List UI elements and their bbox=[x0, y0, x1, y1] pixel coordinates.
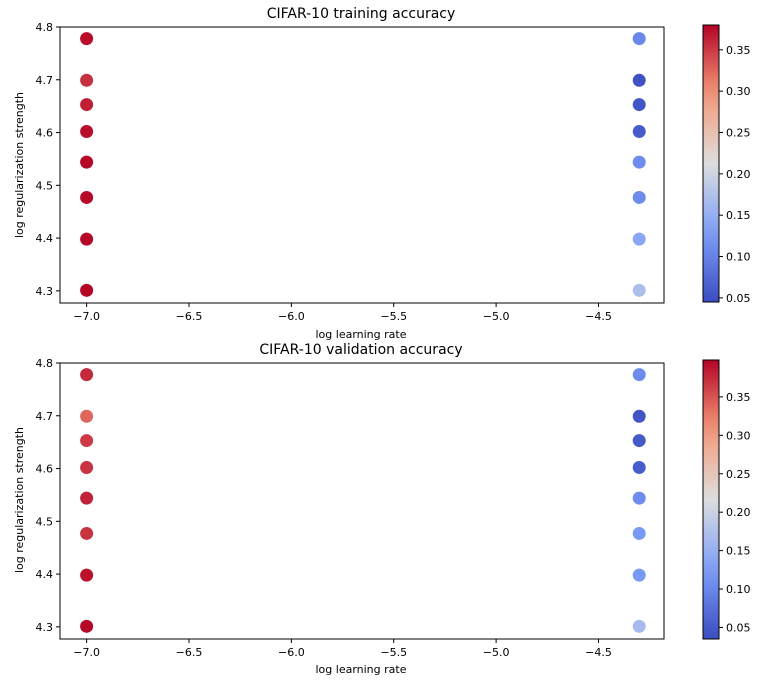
plot-frame bbox=[59, 26, 665, 304]
scatter-point bbox=[80, 409, 94, 423]
scatter-point bbox=[80, 32, 94, 46]
scatter-point bbox=[632, 368, 646, 382]
scatter-point bbox=[80, 283, 94, 297]
scatter-point bbox=[632, 568, 646, 582]
training-accuracy-panel: CIFAR-10 training accuracy −7.0 −6.5 −6.0−… bbox=[13, 6, 751, 341]
x-axis: −7.0 −6.5 −6.0 −5.5 −5.0 −4.5 bbox=[73, 303, 612, 323]
colorbar-gradient bbox=[703, 360, 719, 639]
scatter-point bbox=[80, 155, 94, 169]
y-axis-label: log regularization strength bbox=[13, 427, 26, 573]
colorbar-tick-label: 0.25 bbox=[726, 126, 751, 139]
colorbar-tick-label: 0.35 bbox=[726, 391, 751, 404]
scatter-point bbox=[80, 73, 94, 87]
y-tick-label: 4.7 bbox=[36, 74, 54, 87]
y-tick-label: 4.4 bbox=[36, 232, 54, 245]
colorbar-tick-label: 0.15 bbox=[726, 545, 751, 558]
y-axis-label: log regularization strength bbox=[13, 92, 26, 238]
scatter-points bbox=[80, 32, 646, 297]
colorbar-frame bbox=[702, 359, 720, 640]
x-tick-label: −6.0 bbox=[278, 646, 305, 659]
scatter-point bbox=[632, 124, 646, 138]
colorbar-frame bbox=[702, 24, 720, 303]
scatter-point bbox=[632, 434, 646, 448]
scatter-points bbox=[80, 368, 646, 633]
scatter-point bbox=[80, 124, 94, 138]
colorbar-tick-label: 0.15 bbox=[726, 209, 751, 222]
colorbar-tick-label: 0.05 bbox=[726, 621, 751, 634]
y-axis: 4.3 4.4 4.5 4.6 4.7 4.8 bbox=[36, 357, 60, 634]
colorbar: 0.05 0.10 0.15 0.20 0.25 0.30 0.35 bbox=[702, 24, 751, 305]
scatter-point bbox=[632, 232, 646, 246]
plot-frame bbox=[59, 362, 665, 640]
scatter-point bbox=[632, 190, 646, 204]
y-tick-label: 4.8 bbox=[36, 21, 54, 34]
scatter-point bbox=[80, 619, 94, 633]
colorbar-tick-label: 0.30 bbox=[726, 429, 751, 442]
scatter-point bbox=[632, 98, 646, 112]
y-axis: 4.3 4.4 4.5 4.6 4.7 4.8 bbox=[36, 21, 60, 298]
colorbar-tick-label: 0.20 bbox=[726, 168, 751, 181]
scatter-point bbox=[80, 434, 94, 448]
validation-accuracy-panel: CIFAR-10 validation accuracy −7.0 −6.5 −6.… bbox=[13, 342, 751, 676]
colorbar-tick-label: 0.10 bbox=[726, 583, 751, 596]
colorbar-tick-label: 0.10 bbox=[726, 251, 751, 264]
colorbar: 0.05 0.10 0.15 0.20 0.25 0.30 0.35 bbox=[702, 359, 751, 640]
scatter-point bbox=[632, 619, 646, 633]
chart-title: CIFAR-10 validation accuracy bbox=[259, 342, 462, 358]
y-tick-label: 4.4 bbox=[36, 568, 54, 581]
scatter-point bbox=[632, 526, 646, 540]
scatter-point bbox=[632, 32, 646, 46]
colorbar-ticks: 0.05 0.10 0.15 0.20 0.25 0.30 0.35 bbox=[719, 391, 751, 634]
colorbar-gradient bbox=[703, 25, 719, 302]
y-tick-label: 4.3 bbox=[36, 621, 54, 634]
scatter-point bbox=[80, 491, 94, 505]
chart-title: CIFAR-10 training accuracy bbox=[267, 6, 456, 22]
colorbar-tick-label: 0.30 bbox=[726, 85, 751, 98]
scatter-point bbox=[632, 155, 646, 169]
x-tick-label: −6.0 bbox=[278, 310, 305, 323]
scatter-point bbox=[80, 568, 94, 582]
scatter-point bbox=[80, 526, 94, 540]
y-tick-label: 4.5 bbox=[36, 515, 54, 528]
x-axis-label: log learning rate bbox=[316, 663, 407, 676]
x-tick-label: −6.5 bbox=[176, 646, 203, 659]
y-tick-label: 4.6 bbox=[36, 463, 54, 476]
y-tick-label: 4.5 bbox=[36, 179, 54, 192]
scatter-point bbox=[80, 368, 94, 382]
colorbar-tick-label: 0.05 bbox=[726, 292, 751, 305]
scatter-point bbox=[632, 283, 646, 297]
x-axis-label: log learning rate bbox=[316, 328, 407, 341]
scatter-point bbox=[632, 491, 646, 505]
y-tick-label: 4.6 bbox=[36, 127, 54, 140]
x-tick-label: −7.0 bbox=[73, 310, 100, 323]
x-tick-label: −5.5 bbox=[380, 310, 407, 323]
x-tick-label: −5.0 bbox=[483, 646, 510, 659]
scatter-point bbox=[80, 460, 94, 474]
x-axis: −7.0 −6.5 −6.0 −5.5 −5.0 −4.5 bbox=[73, 639, 612, 659]
colorbar-ticks: 0.05 0.10 0.15 0.20 0.25 0.30 0.35 bbox=[719, 44, 751, 305]
colorbar-tick-label: 0.35 bbox=[726, 44, 751, 57]
x-tick-label: −6.5 bbox=[176, 310, 203, 323]
scatter-point bbox=[80, 98, 94, 112]
x-tick-label: −5.5 bbox=[380, 646, 407, 659]
colorbar-tick-label: 0.25 bbox=[726, 468, 751, 481]
x-tick-label: −4.5 bbox=[585, 310, 612, 323]
x-tick-label: −7.0 bbox=[73, 646, 100, 659]
y-tick-label: 4.3 bbox=[36, 285, 54, 298]
scatter-point bbox=[632, 409, 646, 423]
x-tick-label: −5.0 bbox=[483, 310, 510, 323]
x-tick-label: −4.5 bbox=[585, 646, 612, 659]
scatter-point bbox=[80, 190, 94, 204]
colorbar-tick-label: 0.20 bbox=[726, 506, 751, 519]
scatter-point bbox=[632, 460, 646, 474]
y-tick-label: 4.7 bbox=[36, 410, 54, 423]
scatter-point bbox=[80, 232, 94, 246]
y-tick-label: 4.8 bbox=[36, 357, 54, 370]
scatter-point bbox=[632, 73, 646, 87]
